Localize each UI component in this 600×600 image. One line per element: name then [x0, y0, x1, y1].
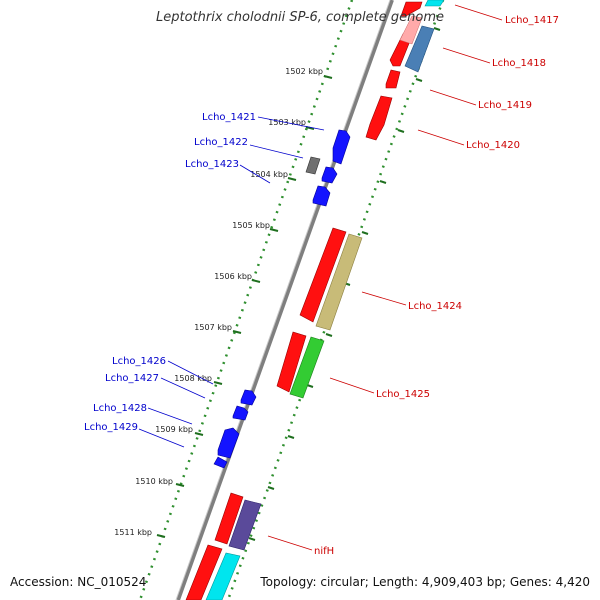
label-lcho-1418[interactable]: Lcho_1418 — [492, 58, 546, 69]
tick-mark — [251, 279, 261, 283]
tick-mark — [305, 126, 315, 130]
gene-lcho-1424b[interactable] — [315, 233, 363, 331]
outer-track-dashes — [248, 27, 441, 541]
gene-lcho-1421[interactable] — [332, 129, 351, 165]
reverse-label-lines — [267, 4, 503, 551]
tick-label: 1505 kbp — [232, 221, 270, 230]
forward-label-lines — [138, 116, 325, 448]
tick-label: 1507 kbp — [194, 323, 232, 332]
tick-mark — [269, 228, 279, 232]
label-lcho-1424[interactable]: Lcho_1424 — [408, 301, 462, 312]
label-lcho-1417[interactable]: Lcho_1417 — [505, 15, 559, 26]
label-lcho-1420[interactable]: Lcho_1420 — [466, 140, 520, 151]
gene-lcho-1424a[interactable] — [299, 227, 347, 323]
genome-backbone-highlight — [175, 0, 391, 600]
gene-lcho-1422[interactable] — [305, 156, 321, 175]
gene-lcho-1418b[interactable] — [404, 25, 435, 73]
gene-lcho-1428[interactable] — [217, 427, 240, 459]
label-lcho-1419[interactable]: Lcho_1419 — [478, 100, 532, 111]
gene-pink[interactable] — [399, 15, 423, 45]
label-nifh[interactable]: nifH — [314, 546, 334, 557]
topology-text: Topology: circular; Length: 4,909,403 bp… — [260, 575, 590, 589]
tick-label: 1509 kbp — [155, 425, 193, 434]
label-lcho-1422[interactable]: Lcho_1422 — [194, 137, 248, 148]
tick-label: 1510 kbp — [135, 477, 173, 486]
gene-cyan-top[interactable] — [424, 0, 445, 7]
gene-lcho-1425b[interactable] — [289, 336, 325, 399]
map-title: Leptothrix cholodnii SP-6, complete geno… — [156, 10, 444, 25]
gene-lcho-1427[interactable] — [232, 405, 249, 421]
gene-bottom-cyan[interactable] — [205, 552, 241, 600]
forward-labels: Lcho_1421 Lcho_1422 Lcho_1423 Lcho_1426 … — [84, 112, 256, 433]
reverse-labels: Lcho_1417 Lcho_1418 Lcho_1419 Lcho_1420 … — [314, 15, 559, 557]
label-lcho-1428[interactable]: Lcho_1428 — [93, 403, 147, 414]
gene-lcho-1423a[interactable] — [321, 166, 338, 184]
gene-lcho-1429[interactable] — [213, 456, 228, 469]
gene-lcho-1417[interactable] — [400, 1, 423, 17]
label-lcho-1425[interactable]: Lcho_1425 — [376, 389, 430, 400]
tick-label: 1506 kbp — [214, 272, 252, 281]
tick-mark — [175, 483, 185, 487]
tick-label: 1511 kbp — [114, 528, 152, 537]
label-lcho-1423[interactable]: Lcho_1423 — [185, 159, 239, 170]
forward-genes — [213, 129, 351, 469]
gene-bottom-red[interactable] — [185, 544, 223, 600]
tick-mark — [287, 177, 297, 181]
reverse-genes — [185, 0, 445, 600]
gene-lcho-1426[interactable] — [240, 389, 257, 406]
tick-label: 1502 kbp — [285, 67, 323, 76]
tick-mark — [323, 75, 333, 79]
label-lcho-1427[interactable]: Lcho_1427 — [105, 373, 159, 384]
tick-mark — [213, 381, 223, 385]
gene-lcho-1420[interactable] — [365, 95, 393, 141]
gene-lcho-1423b[interactable] — [312, 185, 331, 207]
tick-label: 1504 kbp — [250, 170, 288, 179]
genome-backbone — [176, 0, 394, 600]
gene-nifh-red[interactable] — [214, 492, 244, 545]
tick-mark — [232, 330, 242, 334]
tick-label: 1508 kbp — [174, 374, 212, 383]
gene-lcho-1425a[interactable] — [276, 331, 307, 393]
gene-nifh[interactable] — [228, 499, 262, 551]
tick-mark — [194, 432, 204, 436]
label-lcho-1429[interactable]: Lcho_1429 — [84, 422, 138, 433]
tick-mark — [156, 534, 166, 538]
label-lcho-1426[interactable]: Lcho_1426 — [112, 356, 166, 367]
label-lcho-1421[interactable]: Lcho_1421 — [202, 112, 256, 123]
gene-lcho-1419[interactable] — [385, 69, 401, 89]
accession-text: Accession: NC_010524 — [10, 575, 147, 589]
